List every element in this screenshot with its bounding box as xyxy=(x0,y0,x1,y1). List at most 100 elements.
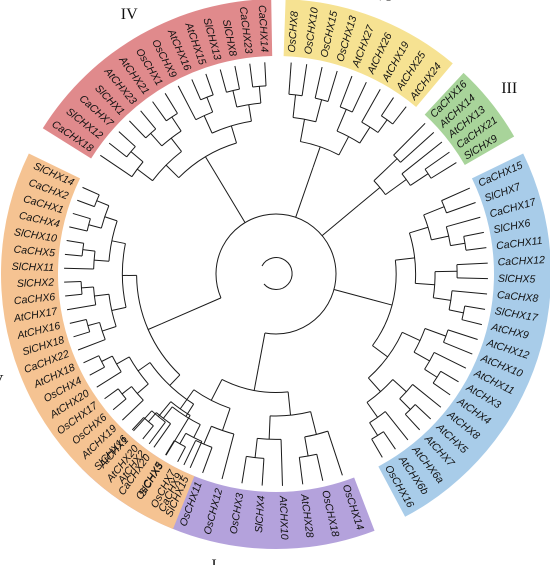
branch-terminal xyxy=(457,277,488,280)
branch-terminal xyxy=(433,351,467,369)
branch-stem xyxy=(413,351,430,362)
branch-stem xyxy=(94,259,110,262)
branch-terminal xyxy=(465,247,487,251)
clade-label-VI: VI xyxy=(374,0,391,4)
branch-arc xyxy=(315,97,329,102)
branch-backbone xyxy=(214,171,246,223)
branch-terminal xyxy=(66,240,84,244)
clade-label-IV: IV xyxy=(121,6,138,23)
branch-terminal xyxy=(316,454,324,481)
branch-stem xyxy=(357,187,381,206)
branch-terminal xyxy=(314,66,323,99)
branch-stem xyxy=(385,179,407,196)
branch-stem xyxy=(287,391,292,416)
branch-backbone xyxy=(333,289,374,301)
branch-terminal xyxy=(100,154,133,178)
branch-stem xyxy=(87,321,100,327)
branch-arc xyxy=(174,440,186,448)
branch-stem xyxy=(148,412,157,423)
branch-stem xyxy=(170,137,182,152)
branch-stem xyxy=(423,206,445,216)
branch-stem xyxy=(450,242,466,247)
branch-stem xyxy=(377,119,388,133)
clade-wedges xyxy=(0,0,550,549)
branch-terminal xyxy=(191,79,202,101)
branch-arc xyxy=(361,121,379,133)
branch-stem xyxy=(433,297,451,301)
branch-arc xyxy=(339,106,353,113)
branch-terminal xyxy=(339,75,353,108)
branch-stem xyxy=(150,133,163,147)
branch-terminal xyxy=(351,81,367,113)
leaf-label: SlCHX4 xyxy=(253,495,267,533)
branch-terminal xyxy=(464,305,486,310)
branch-stem xyxy=(449,309,464,314)
branch-arc xyxy=(152,151,182,181)
branch-terminal xyxy=(456,262,488,266)
branch-stem xyxy=(101,355,113,362)
branch-stem xyxy=(424,328,447,337)
branch-terminal xyxy=(400,132,435,163)
branch-terminal xyxy=(165,415,191,456)
branch-stem xyxy=(206,97,214,113)
branch-stem xyxy=(162,406,173,419)
branch-stem xyxy=(158,401,172,417)
branch-stem xyxy=(147,323,162,330)
branch-stem xyxy=(222,408,231,431)
branch-stem xyxy=(102,326,117,332)
branch-stem xyxy=(399,398,411,410)
branch-stem xyxy=(338,136,350,156)
branch-terminal xyxy=(446,216,481,228)
leaf-label: CaCHX14 xyxy=(256,5,270,53)
branch-arc xyxy=(111,355,122,373)
root-node xyxy=(261,257,293,291)
branch-backbone xyxy=(161,297,222,325)
branch-terminal xyxy=(83,355,100,364)
branch-stem xyxy=(254,438,258,458)
leaf-label: AtCHX28 xyxy=(298,492,316,538)
branch-stem xyxy=(169,374,181,386)
branch-terminal xyxy=(392,106,407,125)
branch-terminal xyxy=(441,187,471,202)
branch-stem xyxy=(367,377,381,392)
branch-stem xyxy=(232,90,238,108)
branch-terminal xyxy=(327,70,338,102)
branch-terminal xyxy=(412,384,442,408)
branch-terminal xyxy=(298,457,304,485)
leaf-label: CaCHX23 xyxy=(237,6,255,55)
branch-stem xyxy=(111,240,126,245)
branch-arc xyxy=(108,294,117,327)
branch-stem xyxy=(116,356,130,365)
branch-terminal xyxy=(249,63,254,88)
branch-stem xyxy=(392,379,407,393)
branch-arc xyxy=(166,112,178,122)
branch-stem xyxy=(136,383,149,394)
branch-terminal xyxy=(440,370,459,383)
branch-backbone xyxy=(321,205,359,236)
branch-stem xyxy=(292,94,297,118)
branch-stem xyxy=(312,146,321,168)
leaf-label: OsCHX8 xyxy=(286,11,301,53)
branch-stem xyxy=(402,331,421,342)
leaf-label: CaCHX6 xyxy=(13,291,56,307)
branch-stem xyxy=(137,362,151,372)
branch-arc xyxy=(195,111,213,121)
branch-stem xyxy=(203,426,212,445)
branch-stem xyxy=(136,168,153,182)
branch-terminal xyxy=(177,85,197,120)
branch-terminal xyxy=(301,64,308,96)
branch-arc xyxy=(143,417,154,427)
branch-terminal xyxy=(64,267,94,270)
branch-terminal xyxy=(112,398,127,411)
branch-terminal xyxy=(401,141,443,175)
branch-terminal xyxy=(64,280,82,283)
branch-arc xyxy=(149,362,194,405)
branch-stem xyxy=(165,164,180,179)
branch-terminal xyxy=(108,142,127,158)
branch-backbone xyxy=(257,332,266,368)
clade-label-V: V xyxy=(0,372,4,389)
clade-wedge-III xyxy=(424,72,515,165)
branch-stem xyxy=(359,126,371,144)
